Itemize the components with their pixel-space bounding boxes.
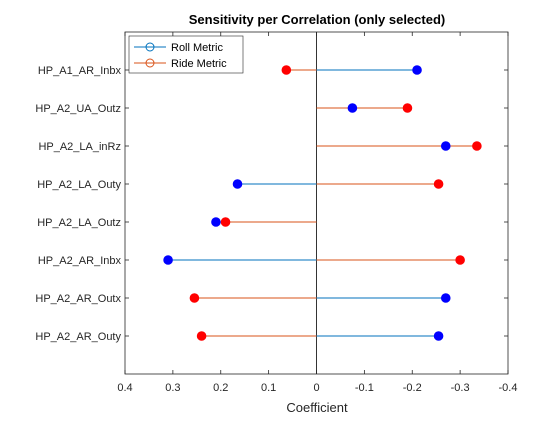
legend-label: Ride Metric [171, 58, 227, 70]
x-tick-label: -0.3 [451, 382, 470, 394]
x-tick-label: -0.2 [403, 382, 422, 394]
x-tick-label: 0 [313, 382, 319, 394]
x-tick-label: 0.3 [165, 382, 180, 394]
legend-marker [145, 58, 155, 68]
marker-ride-4 [220, 217, 231, 227]
legend-label: Roll Metric [171, 42, 223, 54]
marker-roll-1 [347, 103, 358, 113]
y-category-label: HP_A2_AR_Inbx [38, 255, 122, 267]
marker-ride-2 [472, 141, 482, 151]
marker-roll-5 [163, 255, 173, 265]
x-axis-label: Coefficient [286, 400, 348, 415]
y-category-label: HP_A2_UA_Outz [35, 103, 121, 115]
marker-roll-6 [440, 293, 451, 303]
x-tick-label: 0.4 [117, 382, 132, 394]
marker-roll-2 [440, 141, 451, 151]
x-tick-label: -0.4 [499, 382, 518, 394]
y-category-label: HP_A2_LA_inRz [38, 141, 121, 153]
marker-roll-3 [232, 179, 243, 189]
marker-roll-4 [211, 217, 221, 227]
x-tick-label: 0.2 [213, 382, 228, 394]
legend: Roll Metric Ride Metric [128, 35, 244, 74]
marker-ride-7 [196, 331, 207, 341]
x-tick-label: 0.1 [261, 382, 276, 394]
marker-ride-0 [281, 65, 292, 75]
x-tick-label: -0.1 [355, 382, 374, 394]
marker-roll-0 [412, 65, 422, 75]
y-category-label: HP_A2_LA_Outz [37, 217, 121, 229]
marker-ride-3 [433, 179, 444, 189]
legend-marker [145, 42, 155, 52]
y-category-label: HP_A2_LA_Outy [37, 179, 121, 191]
y-category-label: HP_A2_AR_Outx [35, 293, 121, 305]
chart-title: Sensitivity per Correlation (only select… [189, 12, 445, 27]
y-category-label: HP_A1_AR_Inbx [38, 65, 122, 77]
y-category-label: HP_A2_AR_Outy [35, 331, 121, 343]
marker-ride-5 [455, 255, 465, 265]
marker-ride-6 [189, 293, 200, 303]
marker-roll-7 [433, 331, 444, 341]
marker-ride-1 [402, 103, 413, 113]
